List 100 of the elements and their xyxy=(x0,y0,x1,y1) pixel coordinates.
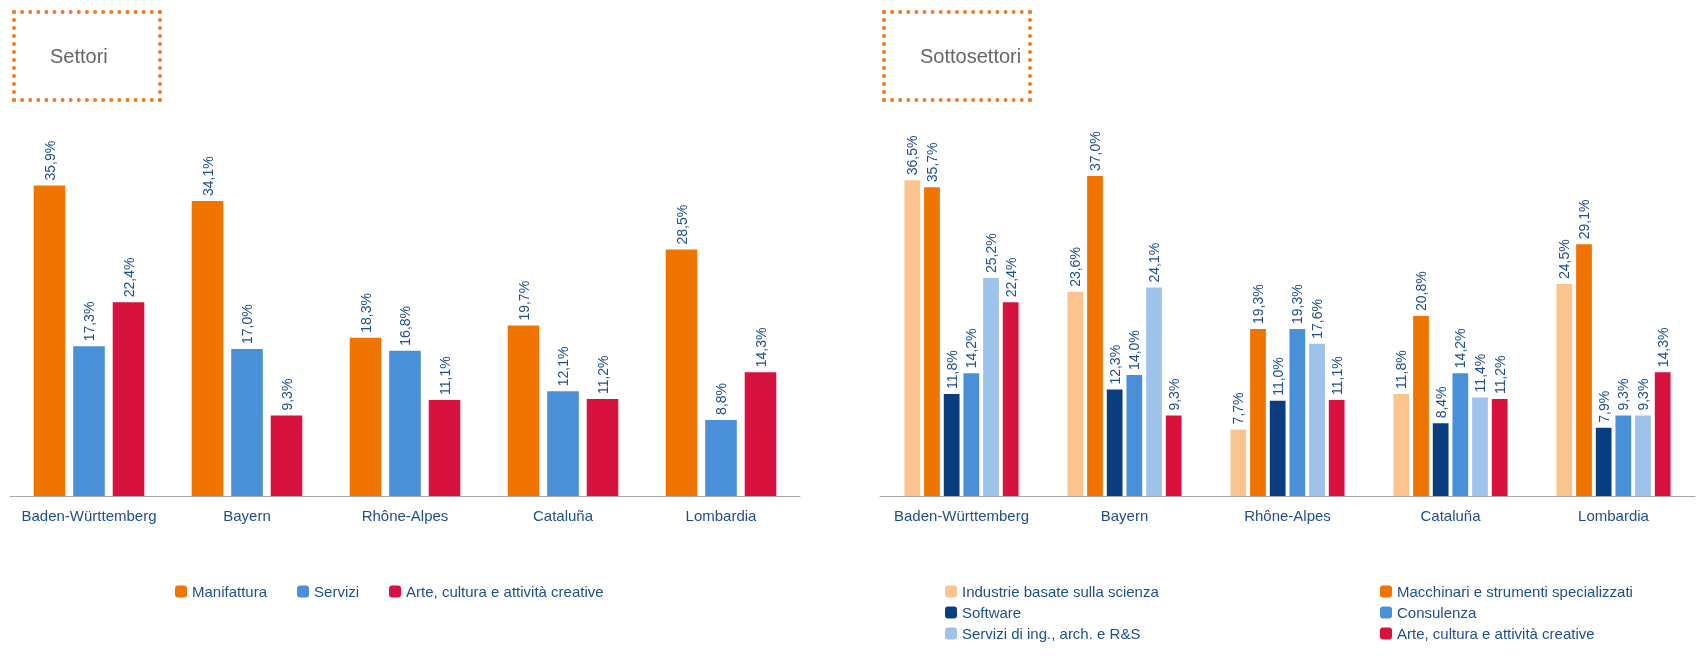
data-label: 11,8% xyxy=(1393,350,1410,389)
bar xyxy=(112,302,145,496)
bar xyxy=(1615,415,1632,496)
bar xyxy=(1635,415,1651,496)
data-label: 11,1% xyxy=(436,356,453,395)
bar xyxy=(983,278,999,496)
bar xyxy=(33,185,66,496)
data-label: 24,5% xyxy=(1556,239,1573,280)
bar xyxy=(547,391,579,496)
bar xyxy=(349,337,382,496)
x-tick-label: Baden-Württemberg xyxy=(893,507,1030,524)
data-label: 11,0% xyxy=(1269,357,1286,396)
data-label: 17,0% xyxy=(239,304,255,344)
legend-label: Servizi di ing., arch. e R&S xyxy=(962,625,1141,642)
x-tick-label: Cataluña xyxy=(1420,507,1482,524)
chart-title: Settori xyxy=(12,10,162,102)
bar xyxy=(1413,316,1429,496)
data-label: 37,0% xyxy=(1086,131,1103,171)
bar xyxy=(73,346,105,496)
bar xyxy=(1393,393,1410,496)
legend-label: Software xyxy=(962,604,1022,621)
data-label: 25,2% xyxy=(983,233,1000,274)
data-label: 19,3% xyxy=(1289,284,1306,325)
bar xyxy=(1146,287,1162,496)
data-label: 9,3% xyxy=(278,378,295,411)
bar xyxy=(1106,389,1123,496)
data-label: 11,2% xyxy=(594,355,611,395)
data-label: 9,3% xyxy=(1165,378,1182,411)
chart-title: Sottosettori xyxy=(882,10,1032,102)
data-label: 36,5% xyxy=(904,135,921,176)
data-label: 14,0% xyxy=(1126,330,1143,370)
bar xyxy=(428,399,461,496)
legend-label: Industrie basate sulla scienza xyxy=(962,583,1160,600)
bar xyxy=(1126,374,1143,496)
legend-label: Manifattura xyxy=(192,583,268,600)
bar xyxy=(507,325,540,496)
bar xyxy=(924,187,940,496)
data-label: 12,3% xyxy=(1106,344,1123,385)
data-label: 12,1% xyxy=(555,346,571,387)
bar xyxy=(1576,244,1592,496)
bar xyxy=(1491,399,1508,496)
bar xyxy=(1165,415,1182,496)
data-label: 17,6% xyxy=(1309,299,1326,339)
data-label: 11,2% xyxy=(1491,355,1508,395)
bar xyxy=(1002,302,1019,496)
legend-label: Arte, cultura e attività creative xyxy=(406,583,604,600)
data-label: 28,5% xyxy=(673,204,690,245)
data-label: 34,1% xyxy=(199,156,216,197)
x-tick-label: Bayern xyxy=(223,507,271,524)
data-label: 11,1% xyxy=(1328,356,1345,395)
data-label: 7,9% xyxy=(1595,390,1612,423)
bar xyxy=(1067,291,1084,496)
bar xyxy=(1309,343,1325,496)
bar xyxy=(1250,329,1266,496)
data-label: 23,6% xyxy=(1067,247,1084,287)
x-tick-label: Rhône-Alpes xyxy=(361,507,449,524)
data-label: 8,4% xyxy=(1432,386,1449,419)
bar xyxy=(389,350,421,496)
data-label: 14,2% xyxy=(1452,328,1469,369)
data-label: 20,8% xyxy=(1412,271,1429,312)
bar xyxy=(1289,329,1306,496)
bar xyxy=(586,399,619,496)
bar xyxy=(1654,372,1671,496)
bar xyxy=(1595,427,1612,496)
bar xyxy=(270,415,303,496)
legend-label: Consulenza xyxy=(1397,604,1477,621)
bar xyxy=(943,393,960,496)
data-label: 14,2% xyxy=(963,328,980,369)
bar xyxy=(231,348,263,496)
bar xyxy=(191,201,224,496)
bar xyxy=(665,249,698,496)
x-tick-label: Lombardia xyxy=(1578,507,1650,524)
x-tick-label: Rhône-Alpes xyxy=(1244,507,1331,524)
legend-label: Arte, cultura e attività creative xyxy=(1397,625,1595,642)
data-label: 18,3% xyxy=(357,293,374,333)
bar xyxy=(904,180,921,496)
bar xyxy=(1452,373,1469,496)
data-label: 11,8% xyxy=(943,350,960,389)
legend-label: Macchinari e strumenti specializzati xyxy=(1397,583,1633,600)
bar xyxy=(744,372,777,496)
data-label: 14,3% xyxy=(1654,327,1671,368)
data-label: 9,3% xyxy=(1615,378,1632,411)
bar xyxy=(963,373,980,496)
bar xyxy=(1432,423,1449,496)
data-label: 16,8% xyxy=(397,305,413,346)
data-label: 7,7% xyxy=(1230,392,1247,425)
data-label: 11,4% xyxy=(1472,353,1489,393)
data-label: 24,1% xyxy=(1146,242,1163,283)
bar xyxy=(1328,399,1345,496)
data-label: 35,7% xyxy=(923,142,940,183)
bar xyxy=(1269,400,1286,496)
data-label: 22,4% xyxy=(1002,257,1019,298)
legend-label: Servizi xyxy=(314,583,360,600)
x-tick-label: Baden-Württemberg xyxy=(21,507,157,524)
data-label: 9,3% xyxy=(1635,378,1652,411)
data-label: 29,1% xyxy=(1575,199,1592,240)
x-tick-label: Lombardia xyxy=(685,507,758,524)
data-label: 22,4% xyxy=(120,257,137,298)
data-label: 14,3% xyxy=(752,327,769,368)
bar xyxy=(705,419,737,496)
